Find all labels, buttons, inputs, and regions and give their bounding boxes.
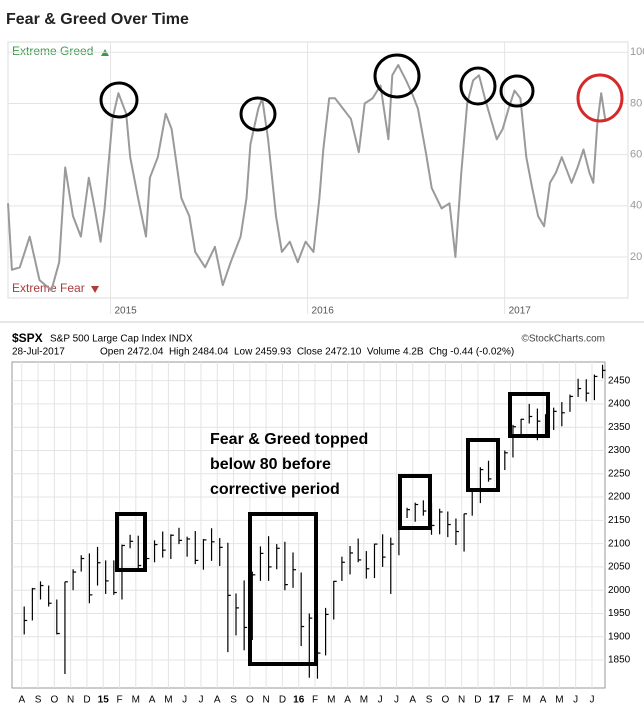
x-tick-label: O	[50, 695, 58, 706]
y-tick-label: 80	[630, 97, 642, 109]
quote-summary: Open 2472.04 High 2484.04 Low 2459.93 Cl…	[100, 347, 514, 358]
y-tick-label: 2200	[608, 492, 631, 503]
x-tick-label: A	[540, 695, 547, 706]
x-tick-label: J	[198, 695, 203, 706]
x-tick-label: M	[132, 695, 140, 706]
circle	[459, 66, 497, 106]
circle	[499, 74, 535, 108]
highlight-circles	[99, 53, 624, 132]
x-tick-label: J	[573, 695, 578, 706]
annotation: Fear & Greed topped below 80 before corr…	[210, 431, 368, 498]
circle	[373, 53, 421, 99]
chart-title: Fear & Greed Over Time	[6, 11, 189, 28]
circle	[239, 96, 277, 132]
box	[115, 512, 147, 572]
x-tick-label: J	[182, 695, 187, 706]
plot-frame	[7, 41, 629, 299]
x-tick-label: 2016	[312, 306, 335, 317]
x-tick-label: M	[327, 695, 335, 706]
x-tick-label: D	[474, 695, 481, 706]
x-tick-label: M	[360, 695, 368, 706]
x-tick-label: D	[83, 695, 90, 706]
source: ©StockCharts.com	[521, 334, 605, 345]
x-tick-label: 2015	[114, 306, 137, 317]
y-tick-label: 2450	[608, 375, 631, 386]
box	[248, 512, 318, 666]
y-tick-label: 1850	[608, 655, 631, 666]
spx-chart: 1850 1900 1950 2000 2050 2100 2150 2200 2250 2300…	[12, 362, 631, 706]
x-tick-label: O	[246, 695, 254, 706]
annotation-line: below 80 before	[210, 456, 331, 473]
x-tick-label: O	[441, 695, 449, 706]
y-tick-label: 2100	[608, 538, 631, 549]
x-tick-label: J	[378, 695, 383, 706]
y-tick-label: 60	[630, 149, 642, 161]
x-tick-label: F	[116, 695, 122, 706]
x-tick-label: M	[164, 695, 172, 706]
box	[398, 474, 432, 530]
x-tick-label: M	[555, 695, 563, 706]
x-tick-label: A	[18, 695, 25, 706]
circle	[99, 81, 139, 119]
y-tick-label: 2050	[608, 562, 631, 573]
x-tick-label: S	[426, 695, 433, 706]
y-tick-label: 2400	[608, 399, 631, 410]
x-tick-label: S	[230, 695, 237, 706]
y-tick-label: 1950	[608, 608, 631, 619]
x-tick-label: F	[312, 695, 318, 706]
y-tick-label: 20	[630, 251, 642, 263]
y-tick-label: 2300	[608, 445, 631, 456]
date: 28-Jul-2017	[12, 347, 65, 358]
x-tick-label: 16	[293, 695, 305, 706]
box	[508, 392, 550, 438]
circle	[576, 73, 624, 123]
y-tick-label: 1900	[608, 631, 631, 642]
annotation-line: Fear & Greed topped	[210, 431, 368, 448]
y-tick-label: 100	[630, 46, 644, 58]
y-tick-label: 2150	[608, 515, 631, 526]
fear-greed-chart: 20 40 60 80 100 2015 2016 2017	[7, 42, 644, 317]
x-tick-label: N	[67, 695, 74, 706]
x-tick-label: A	[149, 695, 156, 706]
extreme-greed-label: Extreme Greed	[12, 44, 93, 58]
x-tick-label: A	[214, 695, 221, 706]
x-tick-label: J	[589, 695, 594, 706]
x-tick-label: M	[523, 695, 531, 706]
annotation-line: corrective period	[210, 481, 340, 498]
symbol: $SPX	[12, 331, 43, 345]
x-tick-label: A	[409, 695, 416, 706]
y-tick-label: 40	[630, 200, 642, 212]
x-tick-label: A	[344, 695, 351, 706]
down-arrow	[91, 286, 99, 293]
x-tick-label: 15	[98, 695, 110, 706]
y-tick-label: 2250	[608, 468, 631, 479]
line	[7, 64, 607, 292]
y-tick-label: 2350	[608, 422, 631, 433]
x-tick-label: N	[458, 695, 465, 706]
subtitle: S&P 500 Large Cap Index INDX	[50, 334, 193, 345]
x-tick-label: 17	[489, 695, 501, 706]
x-tick-label: D	[279, 695, 286, 706]
box	[466, 438, 500, 492]
plot-frame	[11, 361, 606, 689]
x-tick-label: S	[35, 695, 42, 706]
highlight-boxes	[115, 392, 550, 666]
x-tick-label: F	[507, 695, 513, 706]
x-tick-label: 2017	[509, 306, 532, 317]
x-tick-label: J	[394, 695, 399, 706]
x-tick-label: N	[263, 695, 270, 706]
y-tick-label: 2000	[608, 585, 631, 596]
